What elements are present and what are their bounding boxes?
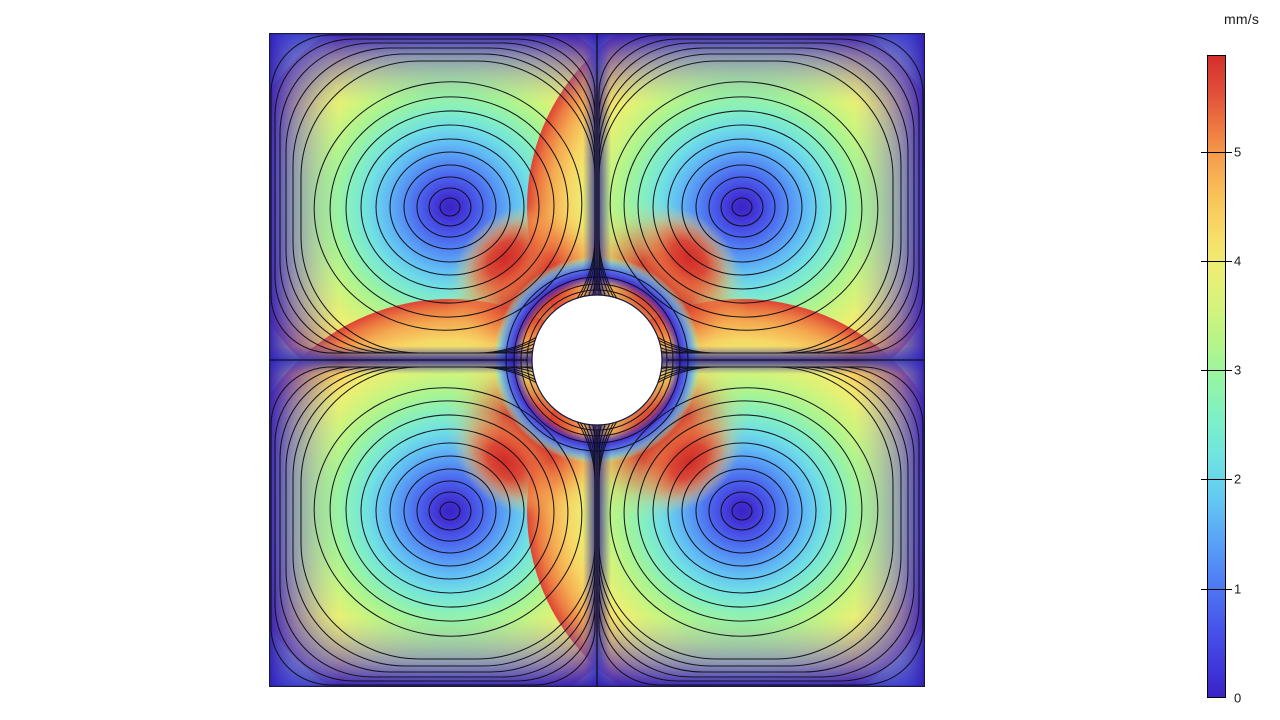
- colorbar-tick-label-1: 1: [1234, 581, 1242, 597]
- colorbar: mm/s 5 4 3 2 1 0: [1186, 0, 1280, 720]
- colorbar-tick-1: [1201, 589, 1232, 590]
- colorbar-tick-4: [1201, 261, 1232, 262]
- colorbar-tick-label-5: 5: [1234, 144, 1242, 160]
- colorbar-tick-2: [1201, 479, 1232, 480]
- velocity-magnitude-surface: [269, 33, 925, 687]
- colorbar-tick-label-4: 4: [1234, 253, 1242, 269]
- colorbar-tick-label-3: 3: [1234, 362, 1242, 378]
- colorbar-gradient: [1207, 55, 1226, 698]
- cylinder-boundary: [531, 294, 663, 426]
- colorbar-tick-3: [1201, 370, 1232, 371]
- colorbar-tick-label-2: 2: [1234, 471, 1242, 487]
- domain-boundary: [269, 33, 925, 687]
- streamline-contours: [269, 33, 925, 687]
- central-cylinder-hole: [532, 295, 662, 425]
- contour-plot-panel[interactable]: [269, 33, 925, 687]
- colorbar-tick-label-0: 0: [1234, 690, 1242, 706]
- colorbar-tick-5: [1201, 152, 1232, 153]
- colorbar-unit-label: mm/s: [1224, 11, 1260, 27]
